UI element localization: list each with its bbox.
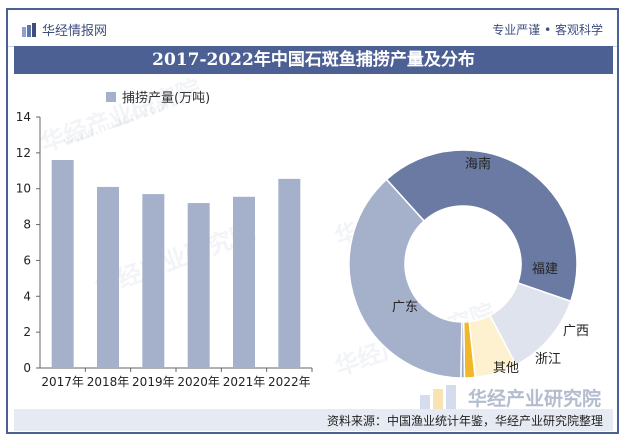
y-tick-label: 14 (16, 110, 31, 124)
slice-label: 广西 (563, 324, 589, 339)
slogan: 专业严谨 • 客观科学 (492, 23, 603, 37)
slice-label: 广东 (392, 300, 418, 315)
legend-swatch (106, 91, 116, 102)
slice-label: 浙江 (535, 352, 561, 367)
chart-title: 2017-2022年中国石斑鱼捕捞产量及分布 (14, 46, 613, 74)
x-tick-label: 2017年 (41, 375, 84, 389)
y-tick-label: 8 (23, 218, 31, 232)
source-text: 资料来源：中国渔业统计年鉴，华经产业研究院整理 (326, 414, 603, 428)
bar (233, 196, 255, 368)
x-tick-label: 2021年 (223, 375, 266, 389)
donut-slice (348, 178, 463, 379)
bar-legend: 捕捞产量(万吨) (106, 87, 210, 106)
brand-logo-icon (22, 22, 36, 37)
x-tick-label: 2020年 (177, 375, 220, 389)
brand-overlay: 华经产业研究院 (468, 388, 602, 410)
y-tick-label: 6 (23, 253, 31, 267)
donut-slice (385, 149, 578, 303)
slice-label: 其他 (493, 361, 519, 376)
y-tick-label: 2 (23, 325, 31, 339)
y-tick-label: 0 (23, 361, 31, 375)
source-bar: 资料来源：中国渔业统计年鉴，华经产业研究院整理 (14, 409, 613, 431)
brand-name: 华经情报网 (42, 24, 108, 39)
y-tick-label: 4 (23, 289, 31, 303)
brand-overlay-logo-icon (420, 385, 456, 421)
slice-label: 海南 (465, 156, 491, 172)
x-tick-label: 2022年 (268, 375, 311, 389)
y-tick-label: 12 (16, 146, 31, 160)
bar (97, 186, 119, 368)
x-tick-label: 2018年 (87, 375, 130, 389)
brand: 华经情报网 (22, 20, 107, 39)
bar (142, 194, 165, 368)
bar (51, 160, 74, 368)
bar (278, 178, 301, 368)
slice-label: 福建 (532, 262, 558, 277)
legend-label: 捕捞产量(万吨) (122, 91, 211, 106)
y-tick-label: 10 (16, 182, 31, 196)
x-tick-label: 2019年 (132, 375, 175, 389)
bar (187, 203, 210, 368)
